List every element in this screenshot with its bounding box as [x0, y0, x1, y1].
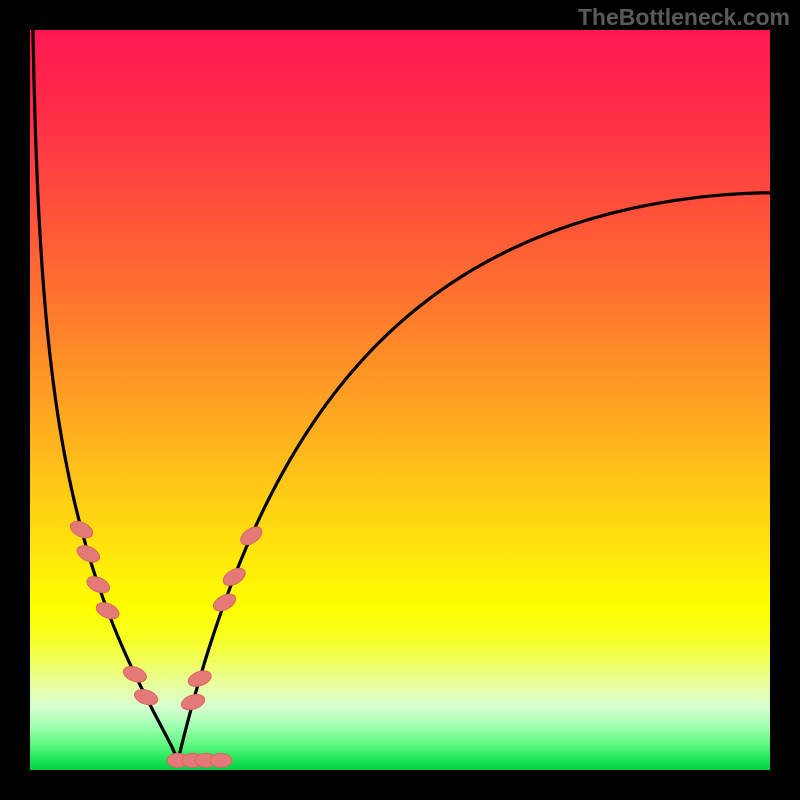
- plot-area: [30, 30, 770, 770]
- gradient-background: [30, 30, 770, 770]
- data-point: [210, 753, 232, 767]
- watermark-text: TheBottleneck.com: [578, 4, 790, 31]
- chart-svg: [30, 30, 770, 770]
